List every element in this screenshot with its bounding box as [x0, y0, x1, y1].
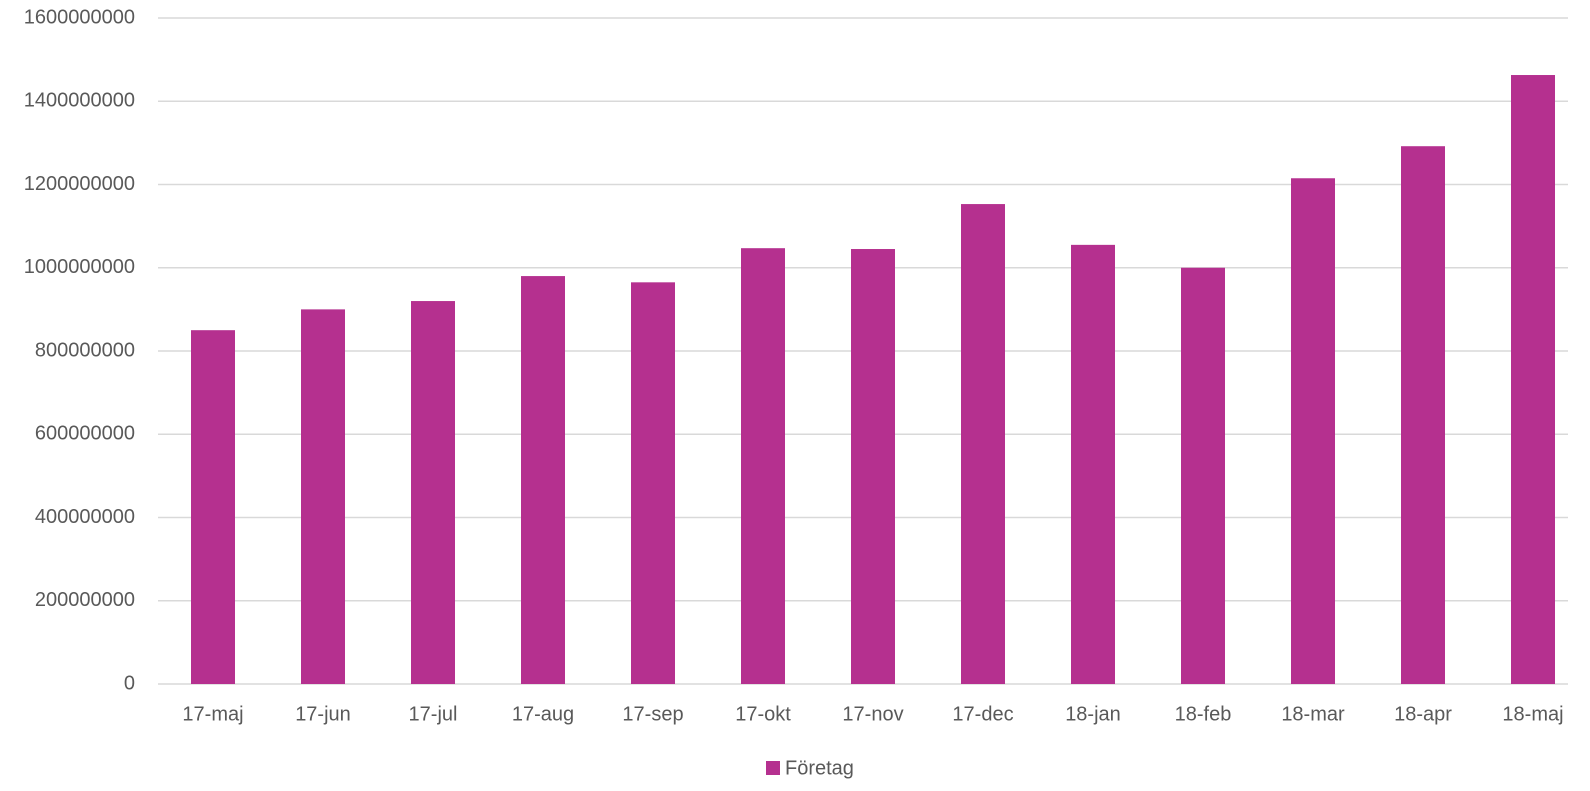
bar	[1401, 146, 1445, 684]
y-tick-label: 800000000	[35, 339, 135, 361]
x-tick-label: 18-feb	[1175, 703, 1232, 725]
y-tick-label: 200000000	[35, 589, 135, 611]
x-tick-label: 17-jun	[295, 703, 351, 725]
bar	[411, 301, 455, 684]
bar	[741, 248, 785, 684]
y-tick-label: 600000000	[35, 423, 135, 445]
x-tick-label: 17-aug	[512, 703, 574, 725]
bar	[1291, 178, 1335, 684]
x-tick-label: 17-jul	[409, 703, 458, 725]
y-tick-label: 1200000000	[24, 173, 135, 195]
y-tick-label: 400000000	[35, 506, 135, 528]
bar	[1511, 75, 1555, 685]
x-tick-label: 17-nov	[842, 703, 903, 725]
x-tick-label: 17-dec	[952, 703, 1013, 725]
x-tick-label: 18-jan	[1065, 703, 1121, 725]
x-tick-label: 17-okt	[735, 703, 791, 725]
bar	[851, 249, 895, 685]
y-tick-label: 1000000000	[24, 256, 135, 278]
x-tick-label: 18-mar	[1281, 703, 1345, 725]
x-tick-label: 17-maj	[182, 703, 243, 725]
y-tick-label: 1400000000	[24, 90, 135, 112]
x-tick-label: 18-maj	[1502, 703, 1563, 725]
legend-label: Företag	[785, 757, 854, 779]
bar	[191, 330, 235, 684]
y-tick-label: 0	[124, 672, 135, 694]
bar	[1071, 244, 1115, 684]
bar	[301, 309, 345, 684]
y-tick-label: 1600000000	[24, 6, 135, 28]
x-tick-label: 18-apr	[1394, 703, 1452, 725]
bar	[631, 282, 675, 684]
bar	[961, 204, 1005, 684]
bar	[1181, 267, 1225, 684]
x-tick-label: 17-sep	[622, 703, 683, 725]
bar	[521, 276, 565, 684]
legend-swatch	[766, 761, 780, 775]
